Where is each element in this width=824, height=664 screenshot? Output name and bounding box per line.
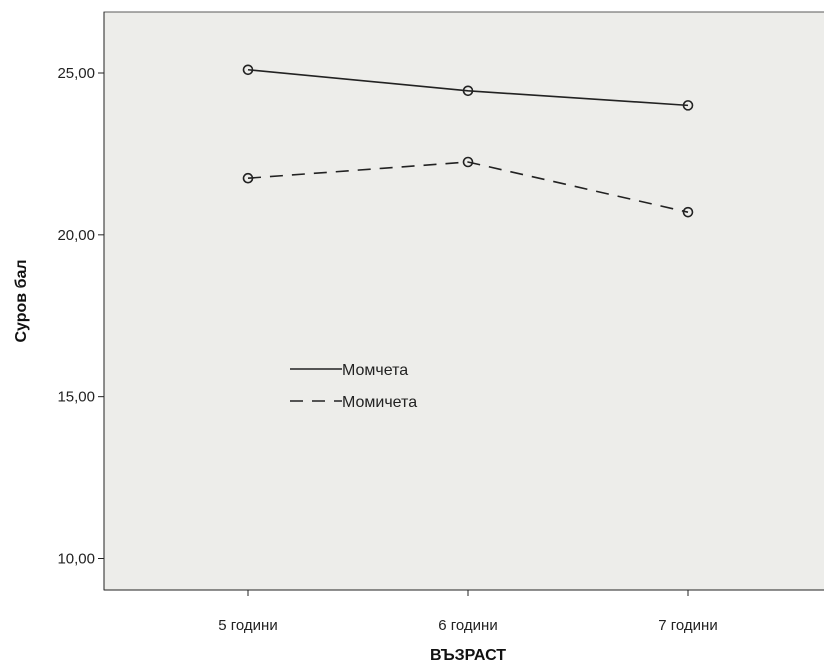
data-point xyxy=(682,206,694,218)
series-line-1 xyxy=(247,68,689,107)
data-point xyxy=(462,85,474,97)
y-tick-label: 25,00 xyxy=(57,65,95,82)
y-tick-label: 10,00 xyxy=(57,551,95,568)
x-tick-label: 5 години xyxy=(218,617,277,634)
series-layer xyxy=(242,64,694,218)
legend-label-1: Момчета xyxy=(342,362,408,379)
data-point xyxy=(242,64,254,76)
legend-label-2: Момичета xyxy=(342,394,417,411)
legend: Момчета Момичета xyxy=(290,362,417,411)
y-axis: 10,00 15,00 20,00 25,00 xyxy=(57,12,105,590)
x-axis-title: ВЪЗРАСТ xyxy=(430,647,506,664)
x-tick-label: 7 години xyxy=(658,617,717,634)
x-tick-label: 6 години xyxy=(438,617,497,634)
plot-area xyxy=(103,11,824,591)
y-axis-title: Суров бал xyxy=(13,259,30,342)
data-point xyxy=(682,100,694,111)
y-tick-label: 20,00 xyxy=(57,227,95,244)
x-axis: 5 години 6 години 7 години xyxy=(104,589,824,634)
series-line-2 xyxy=(247,161,689,213)
data-point xyxy=(462,156,474,168)
y-tick-label: 15,00 xyxy=(57,389,95,406)
data-point xyxy=(242,172,254,184)
